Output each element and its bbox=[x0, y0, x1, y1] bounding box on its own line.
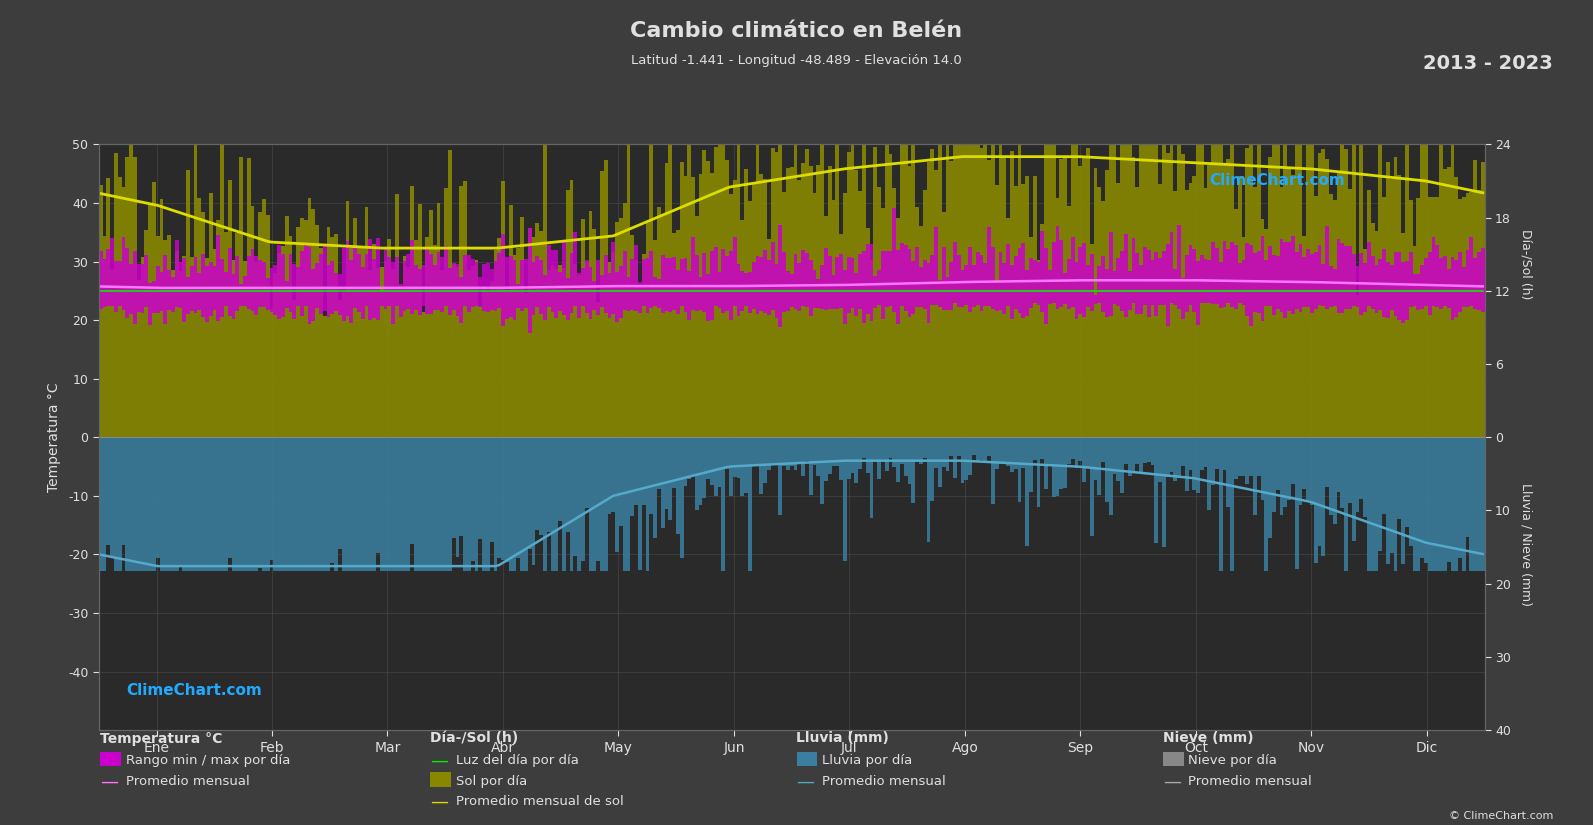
Text: Cambio climático en Belén: Cambio climático en Belén bbox=[631, 21, 962, 40]
Text: Sol por día: Sol por día bbox=[456, 775, 527, 788]
Text: 2013 - 2023: 2013 - 2023 bbox=[1424, 54, 1553, 73]
Text: —: — bbox=[430, 752, 448, 770]
Text: © ClimeChart.com: © ClimeChart.com bbox=[1448, 811, 1553, 821]
Text: Promedio mensual: Promedio mensual bbox=[822, 775, 946, 788]
Text: Latitud -1.441 - Longitud -48.489 - Elevación 14.0: Latitud -1.441 - Longitud -48.489 - Elev… bbox=[631, 54, 962, 67]
Text: Rango min / max por día: Rango min / max por día bbox=[126, 754, 290, 767]
Text: Nieve por día: Nieve por día bbox=[1188, 754, 1278, 767]
Y-axis label: Temperatura °C: Temperatura °C bbox=[48, 383, 61, 492]
Text: ClimeChart.com: ClimeChart.com bbox=[1209, 173, 1344, 188]
Text: —: — bbox=[1163, 772, 1180, 790]
Text: Luz del día por día: Luz del día por día bbox=[456, 754, 578, 767]
Text: —: — bbox=[796, 772, 814, 790]
Text: Promedio mensual: Promedio mensual bbox=[126, 775, 250, 788]
Text: Día-/Sol (h): Día-/Sol (h) bbox=[1520, 229, 1532, 299]
Text: ClimeChart.com: ClimeChart.com bbox=[126, 683, 263, 698]
Text: Temperatura °C: Temperatura °C bbox=[100, 732, 223, 746]
Text: Lluvia (mm): Lluvia (mm) bbox=[796, 732, 889, 746]
Text: Lluvia por día: Lluvia por día bbox=[822, 754, 913, 767]
Text: Día-/Sol (h): Día-/Sol (h) bbox=[430, 732, 518, 746]
Text: —: — bbox=[100, 772, 118, 790]
Text: Promedio mensual: Promedio mensual bbox=[1188, 775, 1313, 788]
Text: Lluvia / Nieve (mm): Lluvia / Nieve (mm) bbox=[1520, 483, 1532, 606]
Text: Promedio mensual de sol: Promedio mensual de sol bbox=[456, 795, 623, 808]
Text: —: — bbox=[430, 793, 448, 811]
Text: Nieve (mm): Nieve (mm) bbox=[1163, 732, 1254, 746]
